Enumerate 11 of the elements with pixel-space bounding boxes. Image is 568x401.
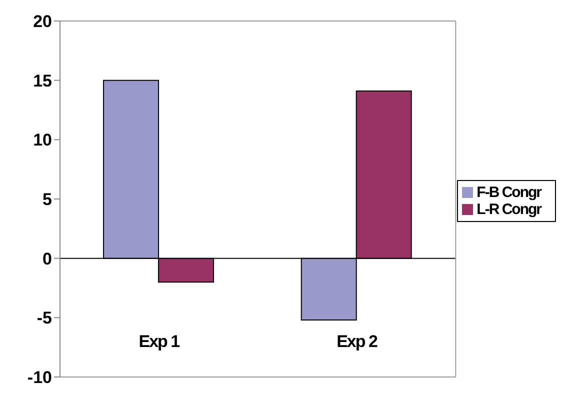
y-tick-label: 10 [33,130,52,150]
x-tick-label: Exp 2 [336,332,378,351]
y-tick-label: -5 [36,308,52,328]
y-tick-label: 0 [42,249,52,268]
y-tick-label: 15 [33,71,52,90]
legend-label: L-R Congr [476,200,541,218]
y-tick-label: -10 [27,368,52,388]
x-tick-label: Exp 1 [138,332,180,351]
y-tick-label: 5 [42,190,52,210]
y-tick-label: 20 [33,12,52,32]
legend-label: F-B Congr [476,184,541,200]
